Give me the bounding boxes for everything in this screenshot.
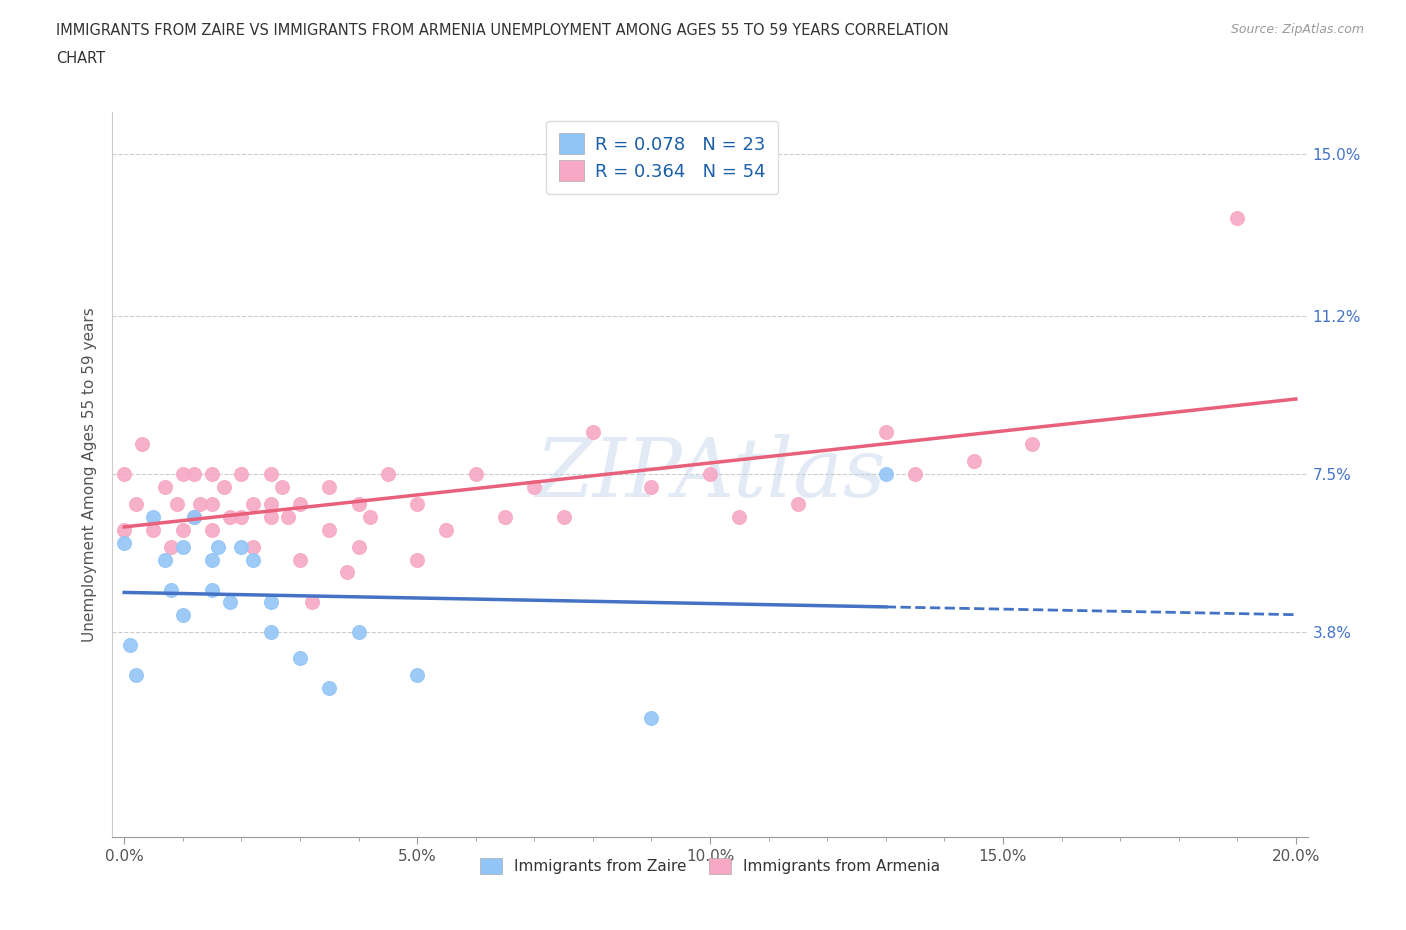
Point bbox=[406, 497, 429, 512]
Text: Source: ZipAtlas.com: Source: ZipAtlas.com bbox=[1230, 23, 1364, 36]
Point bbox=[207, 539, 229, 554]
Point bbox=[962, 454, 984, 469]
Point bbox=[1021, 437, 1043, 452]
Point bbox=[582, 424, 605, 439]
Point bbox=[1226, 211, 1249, 226]
Point bbox=[142, 510, 165, 525]
Legend: Immigrants from Zaire, Immigrants from Armenia: Immigrants from Zaire, Immigrants from A… bbox=[474, 852, 946, 880]
Point bbox=[728, 510, 751, 525]
Point bbox=[277, 510, 299, 525]
Point bbox=[242, 552, 264, 567]
Point bbox=[271, 480, 294, 495]
Point bbox=[288, 552, 311, 567]
Point bbox=[201, 467, 224, 482]
Point bbox=[436, 523, 458, 538]
Text: IMMIGRANTS FROM ZAIRE VS IMMIGRANTS FROM ARMENIA UNEMPLOYMENT AMONG AGES 55 TO 5: IMMIGRANTS FROM ZAIRE VS IMMIGRANTS FROM… bbox=[56, 23, 949, 38]
Point bbox=[406, 668, 429, 683]
Point bbox=[288, 650, 311, 665]
Point bbox=[318, 680, 340, 695]
Point bbox=[112, 467, 135, 482]
Point bbox=[904, 467, 927, 482]
Point bbox=[260, 467, 283, 482]
Point bbox=[201, 497, 224, 512]
Point bbox=[183, 467, 205, 482]
Point bbox=[201, 552, 224, 567]
Point bbox=[347, 497, 370, 512]
Point bbox=[699, 467, 721, 482]
Point bbox=[336, 565, 359, 580]
Point bbox=[172, 467, 194, 482]
Point bbox=[553, 510, 575, 525]
Point bbox=[787, 497, 810, 512]
Point bbox=[318, 480, 340, 495]
Point bbox=[160, 539, 183, 554]
Point bbox=[523, 480, 546, 495]
Point bbox=[875, 467, 897, 482]
Point bbox=[347, 539, 370, 554]
Point bbox=[640, 480, 662, 495]
Point bbox=[201, 582, 224, 597]
Point bbox=[406, 552, 429, 567]
Point bbox=[231, 510, 253, 525]
Point bbox=[242, 539, 264, 554]
Point bbox=[201, 523, 224, 538]
Point bbox=[172, 539, 194, 554]
Point bbox=[218, 595, 240, 610]
Point bbox=[155, 552, 177, 567]
Point bbox=[242, 497, 264, 512]
Point bbox=[359, 510, 381, 525]
Point bbox=[464, 467, 486, 482]
Point bbox=[183, 510, 205, 525]
Point bbox=[155, 480, 177, 495]
Point bbox=[260, 497, 283, 512]
Point bbox=[260, 625, 283, 640]
Point bbox=[288, 497, 311, 512]
Text: CHART: CHART bbox=[56, 51, 105, 66]
Point bbox=[377, 467, 399, 482]
Point bbox=[640, 711, 662, 725]
Point bbox=[218, 510, 240, 525]
Point bbox=[131, 437, 153, 452]
Point bbox=[160, 582, 183, 597]
Point bbox=[172, 523, 194, 538]
Point bbox=[172, 607, 194, 622]
Point bbox=[301, 595, 323, 610]
Point bbox=[260, 510, 283, 525]
Point bbox=[188, 497, 212, 512]
Y-axis label: Unemployment Among Ages 55 to 59 years: Unemployment Among Ages 55 to 59 years bbox=[82, 307, 97, 642]
Point bbox=[231, 467, 253, 482]
Point bbox=[231, 539, 253, 554]
Point bbox=[112, 523, 135, 538]
Point bbox=[260, 595, 283, 610]
Point bbox=[125, 497, 148, 512]
Point bbox=[125, 668, 148, 683]
Point bbox=[875, 424, 897, 439]
Point bbox=[318, 523, 340, 538]
Text: ZIPAtlas: ZIPAtlas bbox=[534, 434, 886, 514]
Point bbox=[212, 480, 235, 495]
Point bbox=[347, 625, 370, 640]
Point bbox=[112, 535, 135, 550]
Point bbox=[494, 510, 516, 525]
Point bbox=[183, 510, 205, 525]
Point bbox=[166, 497, 188, 512]
Point bbox=[120, 638, 141, 653]
Point bbox=[142, 523, 165, 538]
